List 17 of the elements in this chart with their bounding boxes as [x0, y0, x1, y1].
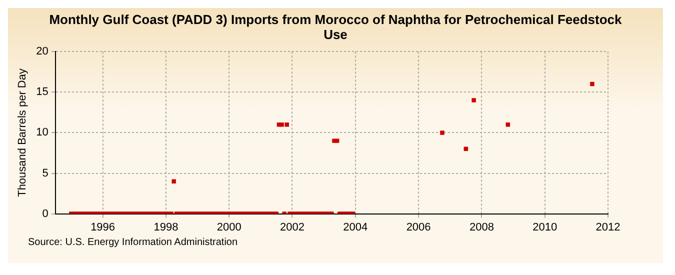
y-tick-label: 5 [42, 167, 48, 180]
x-tick-label: 2004 [343, 221, 368, 234]
x-tick-label: 1996 [90, 221, 116, 234]
source-note: Source: U.S. Energy Information Administration [27, 237, 239, 248]
y-tick-label: 15 [36, 86, 48, 98]
x-tick-label: 2010 [532, 221, 558, 234]
x-tick-label: 2006 [406, 221, 431, 234]
y-tick-label: 10 [36, 126, 48, 139]
y-tick-label: 20 [36, 46, 48, 58]
x-tick-label: 2012 [596, 221, 620, 234]
x-tick-label: 1998 [154, 221, 178, 234]
y-tick-label: 0 [42, 208, 48, 220]
x-tick-label: 2008 [469, 221, 494, 234]
x-tick-label: 2000 [216, 221, 242, 234]
chart-title: Monthly Gulf Coast (PADD 3) Imports from Morocco of Naphtha for Petrochemical Feedstock Use [48, 11, 623, 42]
x-tick-label: 2002 [280, 221, 304, 234]
y-axis-title: Thousand Barrels per Day [16, 68, 29, 197]
